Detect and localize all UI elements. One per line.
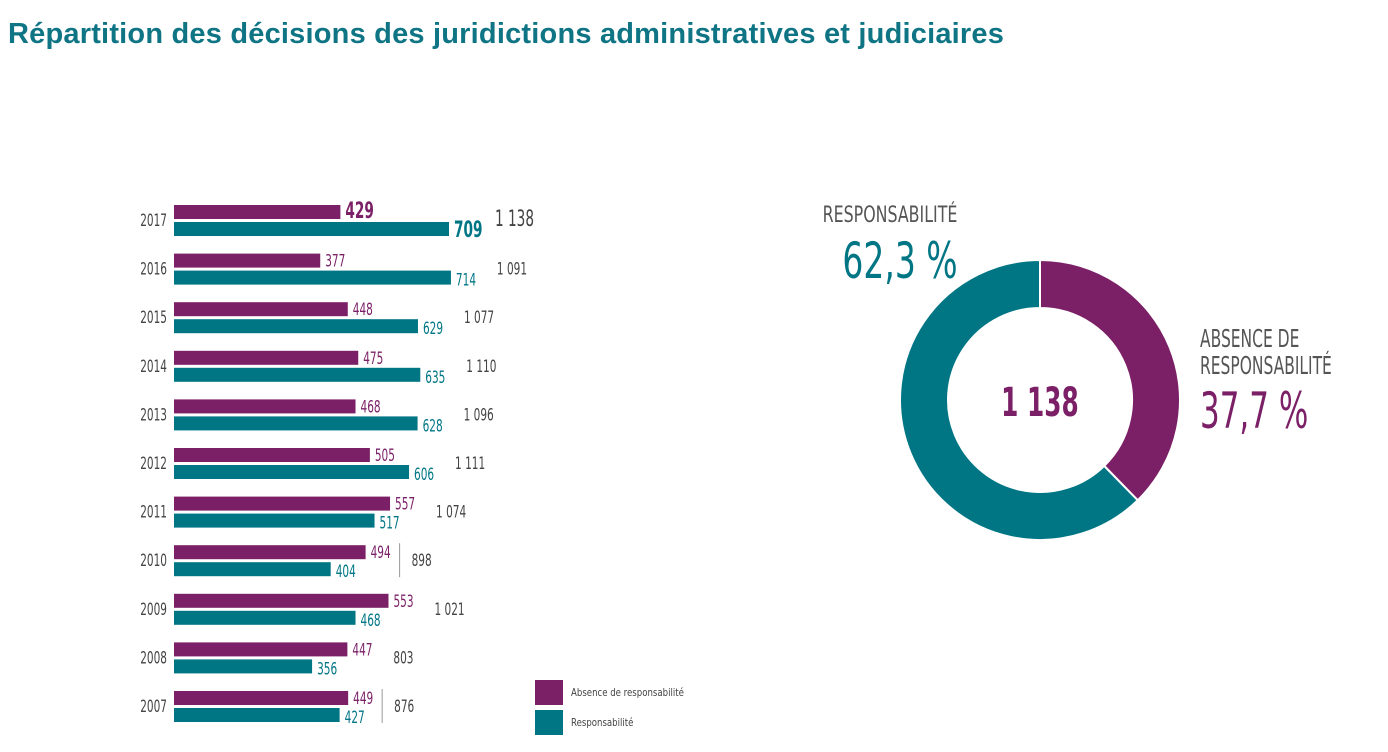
year-label-2015: 2015 xyxy=(140,309,167,328)
total-label-2012: 1 111 xyxy=(455,455,485,474)
bar-responsabilite-2009 xyxy=(174,610,356,625)
donut-absence-pct: 37,7 % xyxy=(1200,381,1308,440)
value-label-absence-2013: 468 xyxy=(361,398,381,417)
year-label-2008: 2008 xyxy=(140,649,167,668)
value-label-absence-2012: 505 xyxy=(375,447,395,466)
bar-absence-2013 xyxy=(174,399,356,414)
total-label-2015: 1 077 xyxy=(464,309,494,328)
legend-item-absence: Absence de responsabilité xyxy=(535,677,716,707)
donut-slice-responsabilite xyxy=(899,258,1140,541)
bar-absence-2016 xyxy=(174,253,321,268)
donut-absence-title-1: ABSENCE DE xyxy=(1200,324,1299,353)
legend-swatch-responsabilite xyxy=(535,709,563,735)
bar-responsabilite-2014 xyxy=(174,367,421,382)
total-label-2016: 1 091 xyxy=(497,260,527,279)
total-label-2010: 898 xyxy=(412,552,432,571)
value-label-absence-2009: 553 xyxy=(393,592,413,611)
value-label-absence-2010: 494 xyxy=(371,544,391,563)
value-label-absence-2015: 448 xyxy=(353,301,373,320)
value-label-responsabilite-2016: 714 xyxy=(456,271,476,290)
year-label-2017: 2017 xyxy=(140,212,167,231)
bar-absence-2012 xyxy=(174,448,370,462)
total-label-2008: 803 xyxy=(393,649,413,668)
chart-title: Répartition des décisions des juridictio… xyxy=(8,18,1005,50)
value-label-absence-2011: 557 xyxy=(395,495,415,514)
donut-resp-pct: 62,3 % xyxy=(842,232,957,290)
total-label-2011: 1 074 xyxy=(436,503,466,522)
value-label-absence-2007: 449 xyxy=(353,690,373,709)
bar-responsabilite-2012 xyxy=(174,465,410,479)
bar-absence-2007 xyxy=(174,691,349,705)
year-label-2014: 2014 xyxy=(140,357,167,376)
value-label-absence-2016: 377 xyxy=(325,252,345,271)
value-label-responsabilite-2015: 629 xyxy=(423,320,443,339)
bar-responsabilite-2016 xyxy=(174,270,451,285)
year-label-2010: 2010 xyxy=(140,552,167,571)
value-label-responsabilite-2008: 356 xyxy=(317,660,337,679)
bar-absence-2010 xyxy=(174,545,366,560)
total-label-2009: 1 021 xyxy=(434,600,464,619)
legend-item-responsabilite: Responsabilité xyxy=(535,707,716,737)
value-label-absence-2014: 475 xyxy=(363,349,383,368)
bar-responsabilite-2010 xyxy=(174,562,331,577)
legend: Absence de responsabilité Responsabilité xyxy=(535,677,716,737)
total-label-2013: 1 096 xyxy=(464,406,494,425)
bar-responsabilite-2008 xyxy=(174,659,313,674)
bar-absence-2015 xyxy=(174,302,348,317)
bar-responsabilite-2013 xyxy=(174,416,418,431)
bar-absence-2017 xyxy=(174,205,341,219)
legend-swatch-absence xyxy=(535,679,563,705)
bar-responsabilite-2011 xyxy=(174,513,375,528)
donut-absence-title-2: RESPONSABILITÉ xyxy=(1200,350,1332,380)
legend-label-absence: Absence de responsabilité xyxy=(571,685,684,699)
total-label-2014: 1 110 xyxy=(466,357,496,376)
year-label-2009: 2009 xyxy=(140,600,167,619)
total-label-2007: 876 xyxy=(394,698,414,717)
value-label-responsabilite-2009: 468 xyxy=(361,611,381,630)
year-label-2011: 2011 xyxy=(140,503,167,522)
value-label-responsabilite-2012: 606 xyxy=(414,466,434,485)
year-label-2007: 2007 xyxy=(140,698,167,717)
value-label-responsabilite-2017: 709 xyxy=(454,218,482,243)
value-label-responsabilite-2014: 635 xyxy=(425,368,445,387)
bar-responsabilite-2015 xyxy=(174,319,418,334)
value-label-responsabilite-2011: 517 xyxy=(380,514,400,533)
donut-center-total: 1 138 xyxy=(1001,379,1079,426)
total-label-2017: 1 138 xyxy=(495,207,534,232)
year-label-2013: 2013 xyxy=(140,406,167,425)
value-label-responsabilite-2007: 427 xyxy=(345,709,365,728)
year-label-2012: 2012 xyxy=(140,455,167,474)
legend-label-responsabilite: Responsabilité xyxy=(571,715,634,729)
value-label-responsabilite-2013: 628 xyxy=(423,417,443,436)
bar-absence-2008 xyxy=(174,642,348,657)
bar-absence-2009 xyxy=(174,593,389,608)
bar-absence-2011 xyxy=(174,496,391,511)
donut-resp-title: RESPONSABILITÉ xyxy=(823,201,958,227)
value-label-absence-2008: 447 xyxy=(352,641,372,660)
bar-responsabilite-2007 xyxy=(174,708,340,722)
bar-responsabilite-2017 xyxy=(174,222,449,236)
value-label-absence-2017: 429 xyxy=(345,199,373,224)
value-label-responsabilite-2010: 404 xyxy=(336,563,356,582)
bar-absence-2014 xyxy=(174,350,359,365)
year-label-2016: 2016 xyxy=(140,260,167,279)
donut-slice-absence xyxy=(1039,258,1181,502)
